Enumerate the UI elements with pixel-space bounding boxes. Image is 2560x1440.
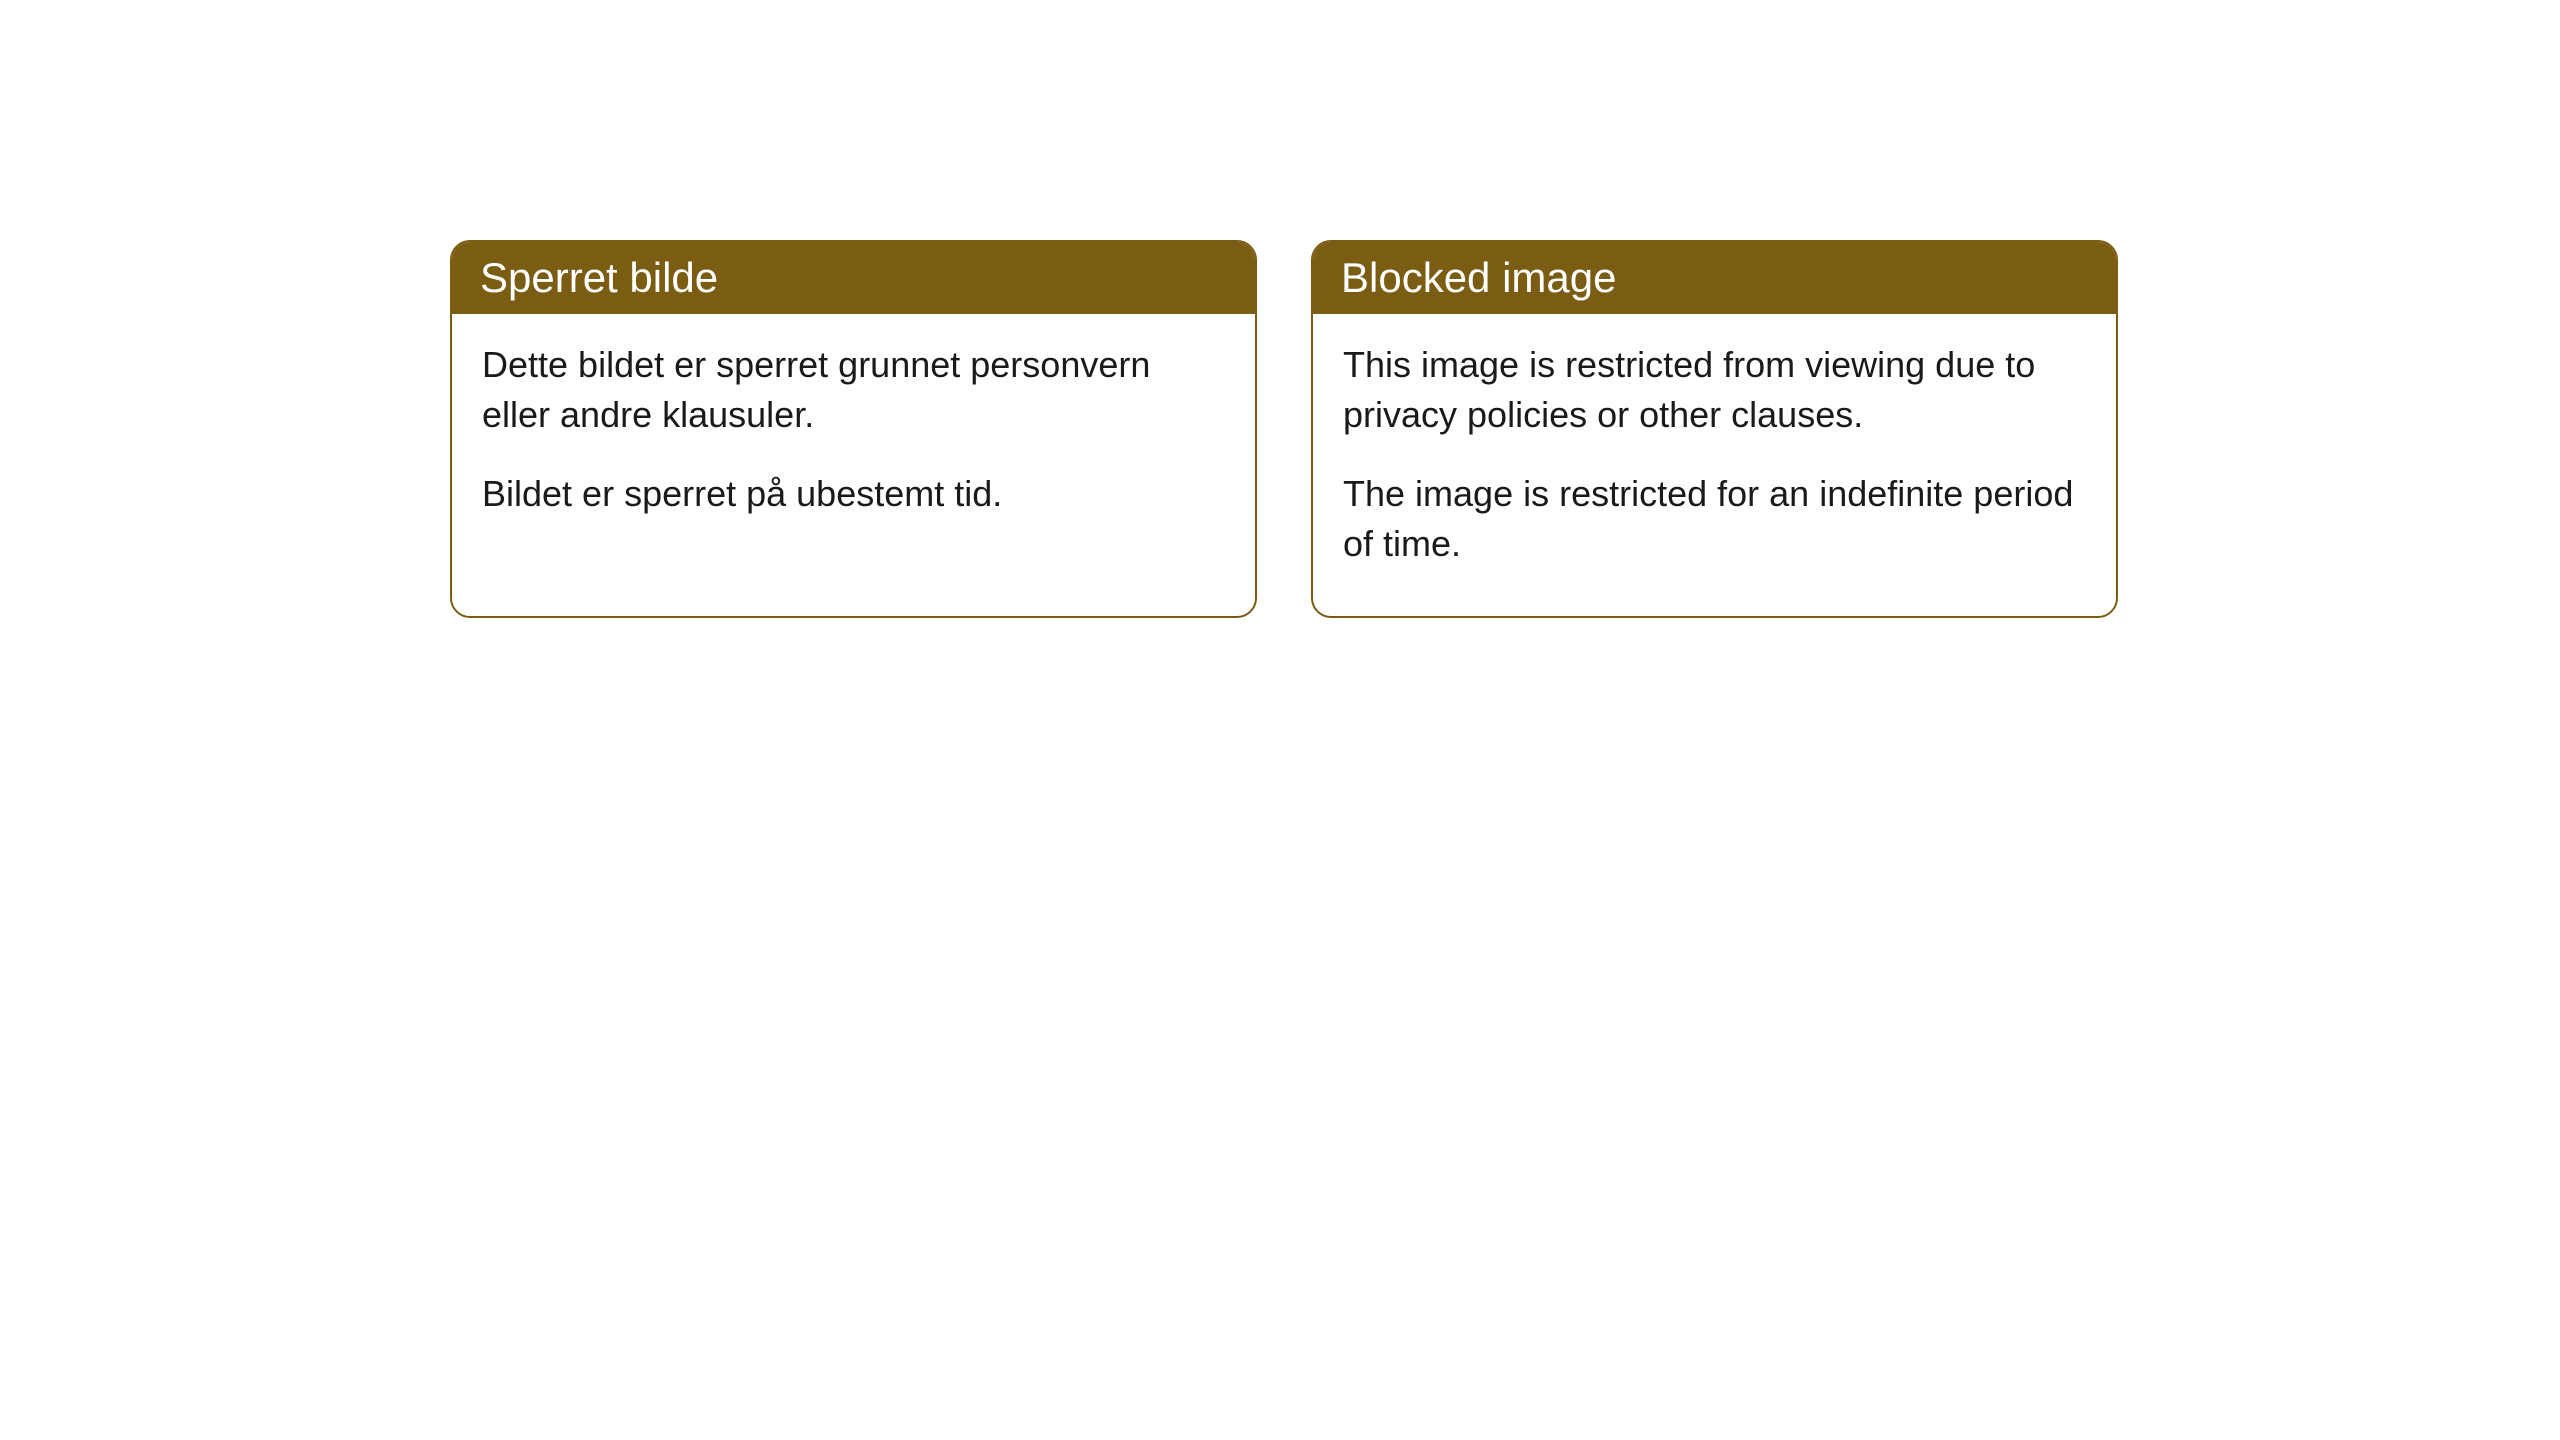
card-header: Sperret bilde xyxy=(452,242,1255,314)
card-header: Blocked image xyxy=(1313,242,2116,314)
card-paragraph: This image is restricted from viewing du… xyxy=(1343,340,2086,441)
card-body: This image is restricted from viewing du… xyxy=(1313,314,2116,616)
blocked-image-card-norwegian: Sperret bilde Dette bildet er sperret gr… xyxy=(450,240,1257,618)
card-body: Dette bildet er sperret grunnet personve… xyxy=(452,314,1255,565)
card-paragraph: Dette bildet er sperret grunnet personve… xyxy=(482,340,1225,441)
card-title: Blocked image xyxy=(1341,254,1616,301)
blocked-image-card-english: Blocked image This image is restricted f… xyxy=(1311,240,2118,618)
card-paragraph: The image is restricted for an indefinit… xyxy=(1343,469,2086,570)
card-paragraph: Bildet er sperret på ubestemt tid. xyxy=(482,469,1225,519)
notice-cards-container: Sperret bilde Dette bildet er sperret gr… xyxy=(450,240,2118,618)
card-title: Sperret bilde xyxy=(480,254,718,301)
